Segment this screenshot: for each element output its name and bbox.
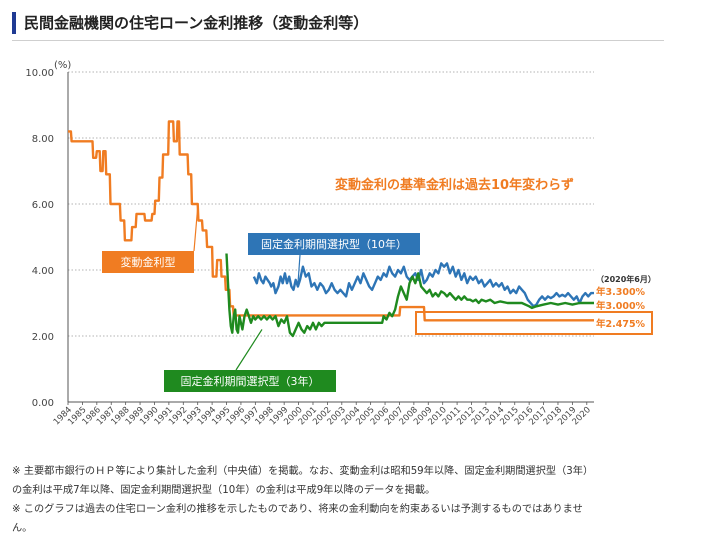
- series-label: 固定金利期間選択型（3年）: [181, 374, 320, 388]
- y-tick-label: 2.00: [32, 332, 54, 343]
- y-tick-label: 10.00: [25, 68, 54, 79]
- y-axis-unit: (%): [54, 60, 71, 71]
- leader-line: [193, 203, 199, 252]
- note-line: ※ このグラフは過去の住宅ローン金利の推移を示したものであり、将来の金利動向を約…: [12, 504, 583, 515]
- note-line: ※ 主要都市銀行のＨＰ等により集計した金利（中央値）を掲載。なお、変動金利は昭和…: [12, 466, 594, 477]
- series-line-2: [252, 262, 594, 308]
- page-header: 民間金融機関の住宅ローン金利推移（変動金利等）: [12, 10, 664, 41]
- date-label: （2020年6月）: [596, 274, 656, 284]
- end-label-variable: 年2.475%: [596, 318, 646, 330]
- series-label-box: [248, 233, 420, 255]
- note-line: の金利は平成7年以降、固定金利期間選択型（10年）の金利は平成9年以降のデータを…: [12, 485, 436, 496]
- y-tick-label: 8.00: [32, 134, 54, 145]
- leader-line: [235, 329, 263, 371]
- series-label-box: [164, 370, 336, 392]
- notes: ※ 主要都市銀行のＨＰ等により集計した金利（中央値）を掲載。なお、変動金利は昭和…: [12, 462, 672, 538]
- chart-lines: [68, 120, 594, 338]
- chart: 0.00 2.00 4.00 6.00 8.00 10.00 19841985198619…: [25, 60, 656, 427]
- header-divider: [12, 40, 664, 41]
- end-label-fixed3: 年3.000%: [596, 300, 646, 312]
- x-axis: 1984198519861987198819891990199119921993…: [52, 402, 593, 427]
- y-axis: 0.00 2.00 4.00 6.00 8.00 10.00: [25, 68, 54, 409]
- header-accent-bar: [12, 12, 16, 34]
- y-tick-label: 0.00: [32, 398, 54, 409]
- leader-line: [297, 254, 301, 284]
- page-title: 民間金融機関の住宅ローン金利推移（変動金利等）: [24, 14, 369, 32]
- chart-annotation: 変動金利の基準金利は過去10年変わらず: [335, 177, 574, 193]
- series-line-1: [68, 120, 594, 322]
- highlight-box: [415, 311, 653, 335]
- y-tick-label: 6.00: [32, 200, 54, 211]
- series-label: 変動金利型: [121, 255, 176, 269]
- note-line: ん。: [12, 523, 33, 534]
- series-label: 固定金利期間選択型（10年）: [261, 237, 407, 251]
- end-label-fixed10: 年3.300%: [596, 286, 646, 298]
- series-label-box: [102, 251, 194, 273]
- series-line-3: [225, 253, 594, 338]
- y-tick-label: 4.00: [32, 266, 54, 277]
